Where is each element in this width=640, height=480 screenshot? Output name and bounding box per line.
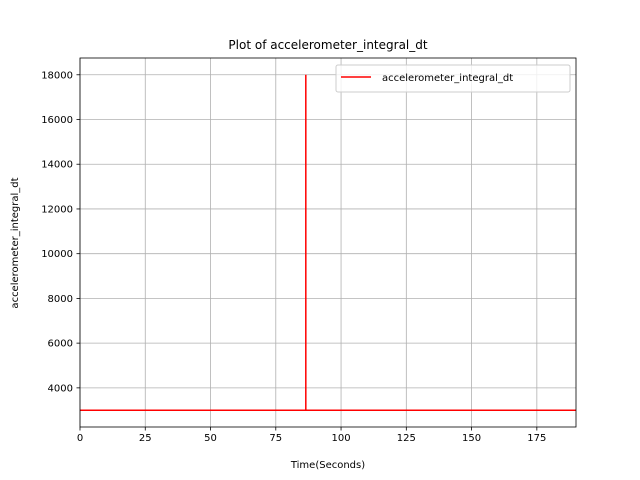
y-tick-label: 18000 — [41, 70, 73, 81]
y-axis-label: accelerometer_integral_dt — [10, 177, 21, 308]
plot-frame — [79, 57, 577, 428]
legend-box — [335, 64, 571, 93]
legend: accelerometer_integral_dt — [335, 64, 571, 93]
x-tick-label: 125 — [397, 433, 416, 444]
y-axis-ticks: 4000 6000 8000 10000 12000 14000 16000 18000 — [41, 70, 80, 394]
x-tick-label: 0 — [77, 433, 83, 444]
y-tick-label: 16000 — [41, 115, 73, 126]
x-axis-ticks: 0 25 50 75 100 125 150 175 — [77, 427, 546, 444]
series-line-0 — [80, 74, 576, 411]
x-tick-label: 25 — [139, 433, 152, 444]
y-tick-label: 4000 — [48, 383, 73, 394]
y-tick-label: 14000 — [41, 160, 73, 171]
x-tick-label: 150 — [462, 433, 481, 444]
x-tick-label: 75 — [269, 433, 282, 444]
x-tick-label: 175 — [527, 433, 546, 444]
x-tick-label: 50 — [204, 433, 217, 444]
series-layer — [80, 74, 576, 411]
x-tick-label: 100 — [332, 433, 351, 444]
y-tick-label: 12000 — [41, 204, 73, 215]
x-axis-label: Time(Seconds) — [290, 460, 365, 471]
y-tick-label: 10000 — [41, 249, 73, 260]
y-tick-label: 6000 — [48, 339, 73, 350]
legend-label: accelerometer_integral_dt — [382, 73, 513, 84]
grid-lines — [79, 58, 576, 427]
y-tick-label: 8000 — [48, 294, 73, 305]
chart-title: Plot of accelerometer_integral_dt — [228, 38, 427, 52]
